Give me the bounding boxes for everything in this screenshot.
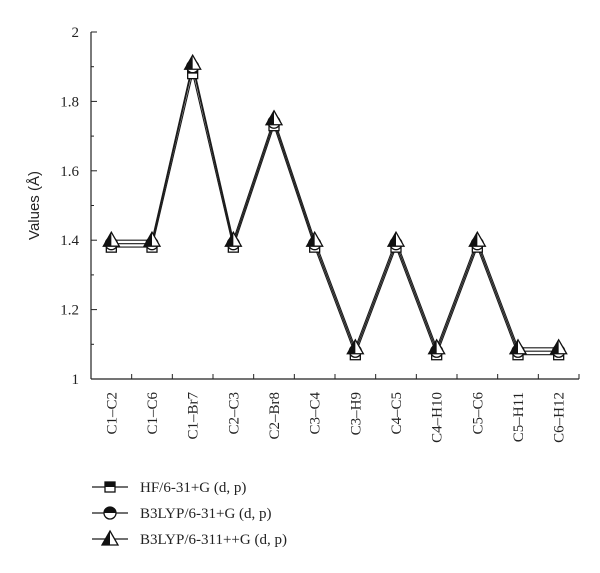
marker-triangle-fill [144, 232, 152, 247]
x-tick-label: C4–H10 [430, 392, 446, 443]
x-tick-label: C4–C5 [389, 392, 405, 435]
y-tick-label: 2 [72, 25, 80, 41]
axes: 1 1.2 1.4 1.6 1.8 2 Values (Å) C1–C2 C1–C6 C1–Br7… [26, 25, 580, 443]
marker-square-fill [105, 482, 115, 487]
legend-label: B3LYP/6-311++G (d, p) [140, 532, 287, 548]
series-line-3 [111, 63, 559, 350]
x-tick-label: C1–Br7 [186, 392, 202, 440]
data-point-triangle [183, 53, 202, 70]
data-point-triangle [346, 338, 365, 355]
data-point-triangle [549, 338, 568, 355]
data-point-triangle [468, 230, 487, 247]
marker-triangle-fill [388, 232, 396, 247]
marker-triangle-fill [306, 232, 315, 247]
x-tick-label: C3–C4 [308, 392, 324, 435]
legend-marker-circle [103, 506, 117, 520]
x-tick-label: C1–C6 [145, 392, 161, 435]
data-point-triangle [102, 230, 121, 247]
marker-triangle-fill [550, 339, 559, 354]
x-tick-label: C2–Br8 [267, 392, 283, 440]
x-tick-label: C5–H11 [511, 392, 527, 442]
marker-circle-fill [104, 507, 116, 513]
x-tick-label: C2–C3 [226, 392, 242, 435]
data-point-triangle [264, 109, 284, 126]
x-tick-label: C1–C2 [104, 392, 120, 435]
data-point-triangle [386, 230, 406, 247]
legend-label: B3LYP/6-31+G (d, p) [140, 506, 272, 522]
marker-triangle-fill [510, 339, 518, 354]
data-point-triangle [427, 338, 446, 355]
marker-triangle-fill [184, 55, 193, 70]
series-layer [102, 53, 568, 361]
series-line-2 [111, 66, 559, 353]
legend-marker-square [104, 481, 116, 493]
x-tick-label: C3–H9 [348, 392, 364, 435]
legend-label: HF/6-31+G (d, p) [140, 480, 246, 496]
y-tick-label: 1.8 [60, 94, 79, 110]
legend-marker-triangle [100, 529, 120, 546]
legend: HF/6-31+G (d, p) B3LYP/6-31+G (d, p) B3LYP… [92, 480, 287, 548]
marker-triangle-fill [428, 339, 437, 354]
data-point-triangle [508, 338, 528, 355]
data-point-triangle [224, 230, 243, 247]
x-tick-label: C5–C6 [470, 392, 486, 435]
data-point-triangle [142, 230, 162, 247]
y-tick-label: 1.6 [60, 164, 79, 180]
y-axis-title: Values (Å) [26, 171, 43, 240]
marker-triangle-fill [266, 110, 274, 125]
y-tick-label: 1.2 [60, 303, 79, 319]
series-line-1 [111, 73, 559, 357]
x-tick-label: C6–H12 [552, 392, 568, 443]
marker-triangle-fill [102, 531, 110, 545]
y-tick-label: 1.4 [60, 233, 79, 249]
data-point-triangle [305, 230, 324, 247]
y-tick-label: 1 [72, 372, 80, 388]
